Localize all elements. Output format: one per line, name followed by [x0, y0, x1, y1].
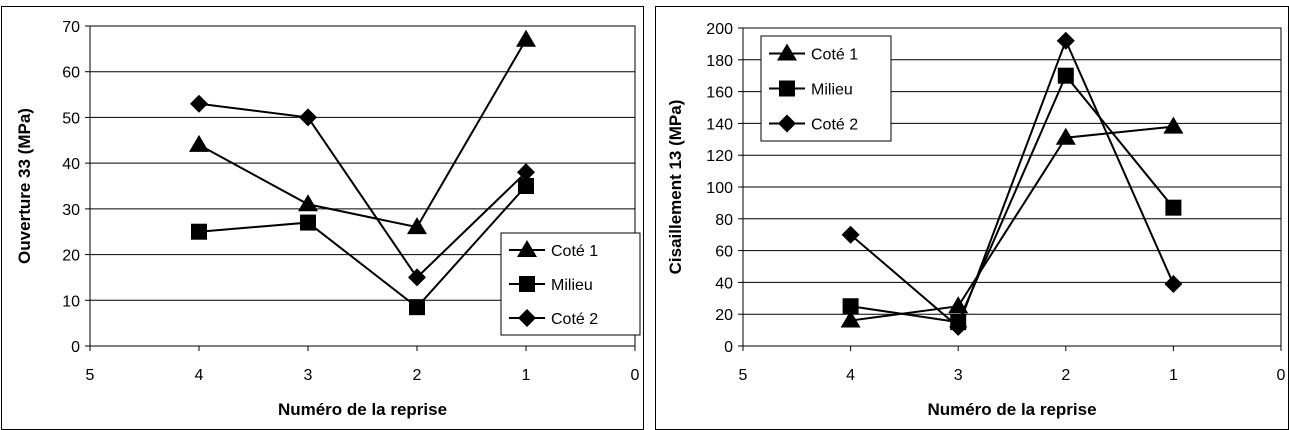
chart-2: 0 20 40 60 80 100 120 140 160 180 200 5 4 3 2 1 0 Numéro … [655, 6, 1289, 430]
plot-area [742, 27, 1282, 347]
data-point-diamond [299, 108, 317, 127]
x-tick-label: 2 [413, 367, 422, 384]
y-tick-label: 200 [706, 21, 733, 38]
y-tick-label: 180 [706, 53, 733, 70]
data-point-diamond [1164, 274, 1183, 293]
series-line [850, 73, 1175, 324]
x-tick-label: 2 [1061, 367, 1070, 384]
y-tick-label: 40 [715, 275, 733, 292]
legend-label: Coté 1 [811, 47, 858, 64]
data-point-triangle [407, 217, 427, 235]
series-square [191, 178, 534, 316]
legend-square-marker [779, 80, 795, 97]
y-tick-label: 120 [706, 148, 733, 165]
series-diamond [841, 31, 1183, 336]
data-point-square [191, 223, 207, 240]
x-tick-label: 5 [739, 367, 748, 384]
series-triangle [189, 29, 536, 235]
data-point-square [1057, 67, 1074, 84]
y-tick-label: 100 [706, 180, 733, 197]
x-tick-label: 1 [522, 367, 531, 384]
series-line [849, 38, 1175, 329]
y-axis-label: Cisaillement 13 (MPa) [666, 100, 685, 275]
y-tick-label: 70 [62, 19, 80, 36]
x-tick-label: 1 [1169, 367, 1178, 384]
data-point-triangle [1163, 116, 1184, 134]
y-tick-label: 20 [715, 307, 733, 324]
chart-frame [1, 6, 644, 430]
legend-label: Coté 2 [811, 117, 858, 134]
x-axis-label: Numéro de la reprise [927, 400, 1096, 419]
data-point-triangle [189, 134, 209, 152]
legend-label: Coté 2 [551, 311, 598, 328]
legend-triangle-marker [517, 240, 537, 257]
x-tick-label: 4 [195, 367, 204, 384]
y-tick-label: 30 [62, 202, 80, 219]
data-point-square [1165, 199, 1182, 216]
data-point-square [518, 178, 534, 194]
data-point-diamond [190, 94, 208, 113]
series-square [842, 67, 1182, 331]
y-tick-label: 20 [62, 248, 80, 265]
data-point-triangle [1055, 127, 1076, 145]
legend-square-marker [519, 276, 535, 292]
y-tick-label: 0 [71, 339, 80, 356]
legend-label: Milieu [551, 277, 593, 294]
legend-diamond-marker [518, 309, 536, 327]
legend: Coté 1 Milieu Coté 2 [500, 232, 641, 336]
legend-label: Coté 1 [551, 243, 598, 260]
plot-area [89, 25, 636, 347]
data-point-diamond [517, 163, 535, 182]
y-axis-label: Ouverture 33 (MPa) [15, 108, 34, 264]
data-point-triangle [298, 194, 318, 212]
y-tick-label: 80 [715, 212, 733, 229]
series-triangle [840, 116, 1184, 328]
x-tick-label: 0 [631, 367, 640, 384]
data-point-diamond [841, 225, 860, 244]
data-point-square [300, 214, 316, 231]
series-line [198, 102, 527, 279]
y-tick-label: 40 [62, 156, 80, 173]
y-tick-label: 50 [62, 110, 80, 127]
data-point-diamond [408, 268, 426, 287]
data-point-diamond [949, 317, 968, 336]
series-line [198, 39, 527, 229]
x-tick-label: 5 [86, 367, 95, 384]
data-point-square [409, 299, 425, 316]
y-tick-label: 0 [724, 339, 733, 356]
x-axis-label: Numéro de la reprise [278, 400, 447, 419]
x-tick-label: 3 [954, 367, 963, 384]
legend-diamond-marker [778, 114, 796, 133]
x-tick-label: 4 [846, 367, 855, 384]
data-point-triangle [516, 29, 536, 47]
y-tick-label: 60 [715, 244, 733, 261]
data-point-square [842, 298, 859, 315]
y-tick-label: 140 [706, 116, 733, 133]
series-diamond [190, 94, 535, 287]
x-tick-label: 0 [1277, 367, 1286, 384]
y-tick-label: 160 [706, 85, 733, 102]
legend-label: Milieu [811, 82, 853, 99]
chart-frame [655, 6, 1289, 430]
series-line [198, 185, 527, 309]
legend: Coté 1 Milieu Coté 2 [760, 35, 892, 142]
y-tick-label: 60 [62, 65, 80, 82]
data-point-triangle [840, 310, 861, 328]
legend-triangle-marker [777, 43, 797, 61]
y-tick-label: 10 [62, 293, 80, 310]
x-tick-label: 3 [304, 367, 313, 384]
data-point-diamond [1056, 31, 1075, 50]
